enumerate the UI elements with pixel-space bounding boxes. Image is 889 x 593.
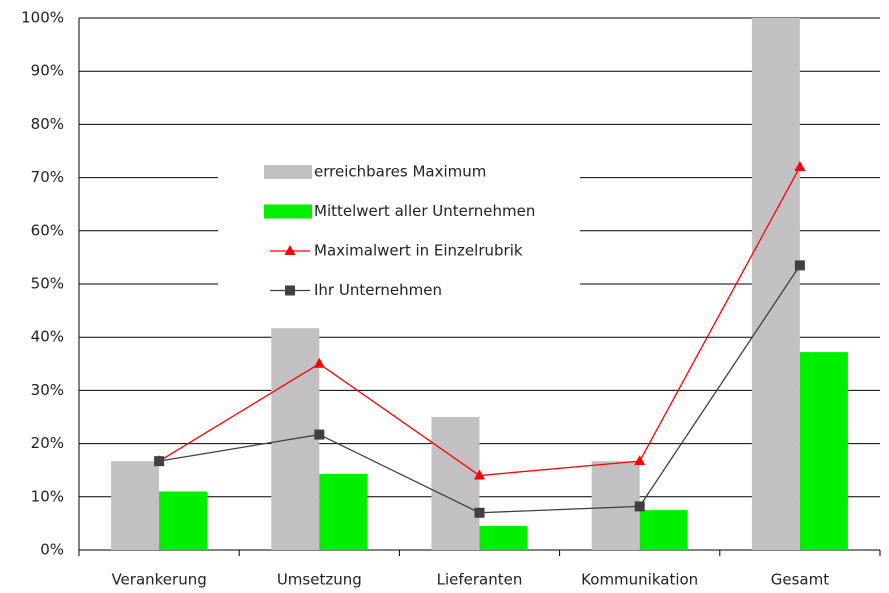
- y-tick-label: 50%: [31, 275, 64, 293]
- y-tick-label: 60%: [31, 221, 64, 239]
- y-tick-label: 30%: [31, 381, 64, 399]
- legend-label: Ihr Unternehmen: [314, 281, 442, 299]
- legend-box: [218, 155, 580, 305]
- y-tick-label: 80%: [31, 115, 64, 133]
- y-tick-label: 20%: [31, 434, 64, 452]
- bar: [319, 473, 368, 550]
- marker-triangle: [634, 455, 646, 466]
- x-tick-label: Lieferanten: [437, 571, 523, 589]
- x-tick-label: Verankerung: [111, 571, 206, 589]
- marker-triangle: [284, 245, 296, 255]
- bar: [799, 352, 848, 550]
- legend-label: Mittelwert aller Unternehmen: [314, 202, 535, 220]
- marker-square: [154, 456, 165, 467]
- marker-square: [474, 507, 485, 518]
- bar: [111, 461, 160, 550]
- marker-triangle: [794, 160, 806, 171]
- y-tick-label: 10%: [31, 487, 64, 505]
- bar: [639, 510, 688, 550]
- y-tick-label: 40%: [31, 328, 64, 346]
- marker-triangle: [474, 469, 485, 480]
- marker-triangle: [313, 357, 325, 368]
- bar: [159, 491, 208, 550]
- marker-square: [634, 501, 645, 512]
- x-tick-label: Gesamt: [771, 571, 829, 589]
- legend-label: Maximalwert in Einzelrubrik: [314, 242, 523, 260]
- legend-swatch: [264, 204, 312, 219]
- legend-swatch: [264, 165, 312, 179]
- y-tick-label: 90%: [31, 62, 64, 80]
- x-tick-label: Umsetzung: [277, 571, 362, 589]
- bar: [751, 18, 800, 550]
- marker-square: [794, 260, 805, 271]
- bar: [479, 526, 528, 550]
- y-tick-label: 0%: [40, 541, 64, 559]
- legend-label: erreichbares Maximum: [314, 163, 486, 181]
- bar: [431, 417, 480, 550]
- marker-square: [314, 429, 325, 440]
- y-tick-label: 70%: [31, 168, 64, 186]
- marker-square: [285, 285, 295, 296]
- x-tick-label: Kommunikation: [581, 571, 698, 589]
- bar: [591, 461, 640, 550]
- y-tick-label: 100%: [21, 9, 64, 27]
